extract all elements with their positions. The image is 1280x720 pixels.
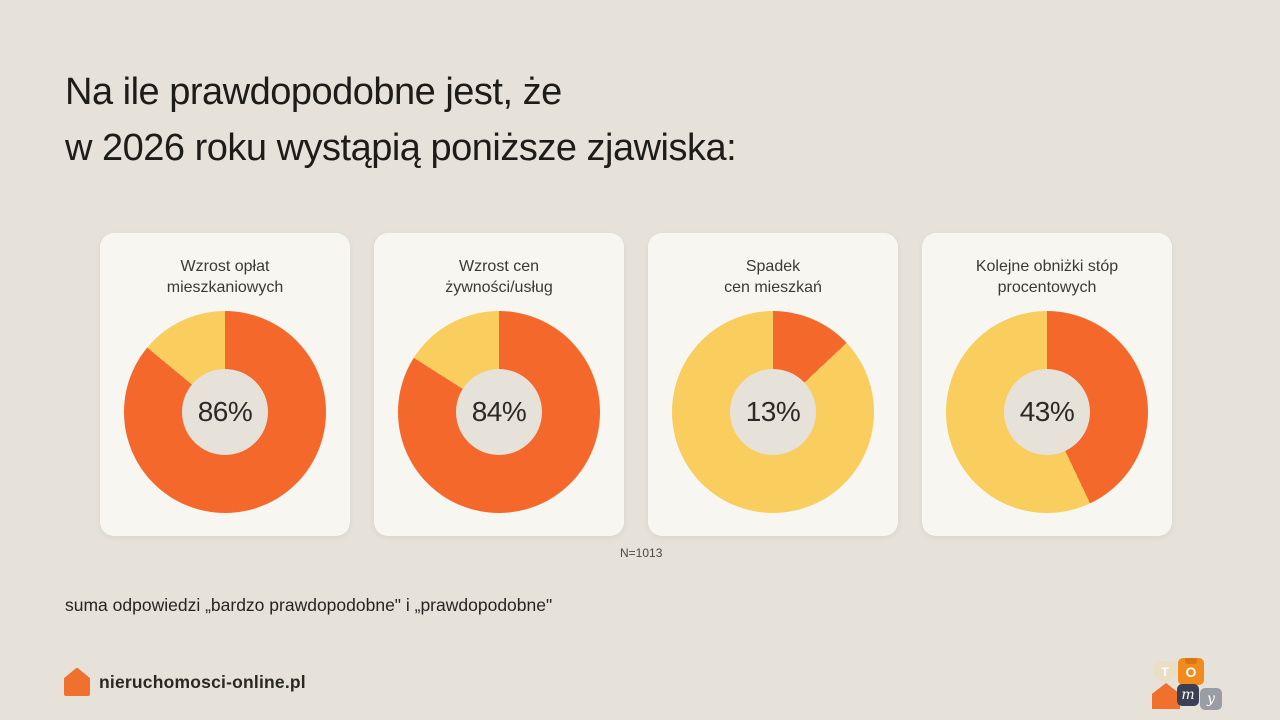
logo-house-icon xyxy=(1152,683,1180,709)
chart-title: Kolejne obniżki stóp procentowych xyxy=(976,256,1118,300)
chart-title: Wzrost opłat mieszkaniowych xyxy=(167,256,283,300)
page-title-line1: Na ile prawdopodobne jest, że xyxy=(65,71,562,113)
chart-title-line1: Spadek xyxy=(745,258,801,275)
logo-letter-m: m xyxy=(1177,684,1199,706)
chart-title-line1: Wzrost opłat xyxy=(180,258,270,275)
donut-chart: 43% xyxy=(946,311,1148,513)
chart-card-obnizki-stop: Kolejne obniżki stóp procentowych 43% xyxy=(922,233,1172,536)
chart-title-line1: Kolejne obniżki stóp xyxy=(975,258,1119,275)
chart-title-line2: cen mieszkań xyxy=(724,279,822,296)
donut-value-label: 43% xyxy=(1019,396,1075,427)
donut-value-label: 13% xyxy=(745,396,801,427)
chart-cards-row: Wzrost opłat mieszkaniowych 86% Wzrost c… xyxy=(100,233,1172,536)
logo-letter-t: T xyxy=(1154,661,1176,683)
chart-title-line1: Wzrost cen xyxy=(458,258,539,275)
donut-hole: 13% xyxy=(730,369,816,455)
footer-brand: nieruchomosci-online.pl xyxy=(63,667,306,697)
logo-letter-y: y xyxy=(1200,688,1222,710)
sample-size-note: N=1013 xyxy=(620,546,663,560)
donut-chart: 13% xyxy=(672,311,874,513)
chart-title: Wzrost cen żywności/usług xyxy=(445,256,553,300)
donut-value-label: 84% xyxy=(471,396,527,427)
tomy-logo: T O m y xyxy=(1152,658,1224,712)
donut-value-label: 86% xyxy=(197,396,253,427)
chart-title-line2: żywności/usług xyxy=(445,279,553,296)
brand-name: nieruchomosci-online.pl xyxy=(99,671,306,692)
chart-card-spadek-cen: Spadek cen mieszkań 13% xyxy=(648,233,898,536)
page-title-line2: w 2026 roku wystąpią poniższe zjawiska: xyxy=(65,127,737,169)
chart-card-wzrost-cen: Wzrost cen żywności/usług 84% xyxy=(374,233,624,536)
donut-chart: 86% xyxy=(124,311,326,513)
donut-chart: 84% xyxy=(398,311,600,513)
house-icon xyxy=(64,668,90,696)
chart-title-line2: mieszkaniowych xyxy=(166,279,284,296)
donut-hole: 84% xyxy=(456,369,542,455)
chart-title-line2: procentowych xyxy=(997,279,1097,296)
chart-title: Spadek cen mieszkań xyxy=(724,256,822,300)
donut-hole: 86% xyxy=(182,369,268,455)
donut-hole: 43% xyxy=(1004,369,1090,455)
logo-tag-notch xyxy=(1185,658,1197,664)
chart-card-wzrost-oplat: Wzrost opłat mieszkaniowych 86% xyxy=(100,233,350,536)
footnote: suma odpowiedzi „bardzo prawdopodobne" i… xyxy=(65,595,553,615)
page-title: Na ile prawdopodobne jest, że w 2026 rok… xyxy=(65,64,737,176)
